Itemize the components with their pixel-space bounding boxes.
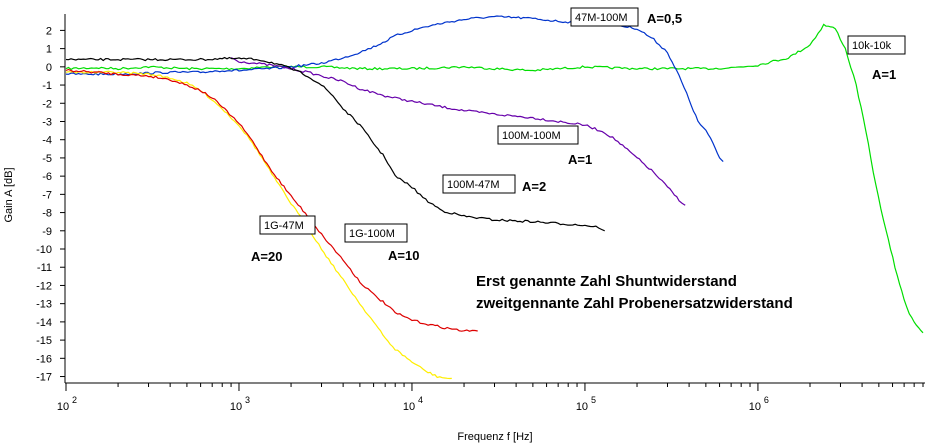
x-tick-exponent: 2 — [72, 395, 77, 405]
series-label-10k-10k: 10k-10k — [847, 35, 906, 55]
y-tick-label: -3 — [42, 116, 52, 128]
y-tick-label: -5 — [42, 153, 52, 165]
y-axis-title: Gain A [dB] — [3, 167, 15, 222]
x-tick-exponent: 3 — [245, 395, 250, 405]
y-tick-label: -14 — [36, 317, 52, 329]
x-tick-label: 10 — [403, 401, 415, 413]
y-tick-label: 0 — [46, 62, 52, 74]
y-tick-label: 1 — [46, 44, 52, 56]
x-tick-exponent: 4 — [418, 395, 423, 405]
gain-label-1g-47m: A=20 — [251, 249, 282, 264]
y-tick-label: 2 — [46, 25, 52, 37]
x-tick-label: 10 — [749, 401, 761, 413]
y-tick-label: -9 — [42, 226, 52, 238]
series-label-1g-47m: 1G-47M — [259, 215, 316, 235]
svg-text:47M-100M: 47M-100M — [575, 12, 628, 24]
y-tick-label: -7 — [42, 189, 52, 201]
series-line-100m-100m — [230, 57, 686, 206]
y-tick-label: -17 — [36, 372, 52, 384]
svg-text:1G-100M: 1G-100M — [349, 228, 395, 240]
x-axis-title: Frequenz f [Hz] — [457, 431, 532, 443]
gain-label-100m-47m: A=2 — [522, 179, 546, 194]
y-tick-label: -11 — [37, 262, 52, 274]
svg-text:1G-47M: 1G-47M — [264, 220, 304, 232]
x-tick-exponent: 5 — [591, 395, 596, 405]
series-label-100m-100m: 100M-100M — [497, 125, 579, 145]
series-label-1g-100m: 1G-100M — [344, 223, 408, 243]
y-tick-label: -16 — [36, 353, 52, 365]
annotation-shunt: Erst genannte Zahl Shuntwiderstand — [476, 273, 737, 290]
svg-text:10k-10k: 10k-10k — [852, 40, 892, 52]
gain-label-10k-10k: A=1 — [872, 67, 896, 82]
x-tick-exponent: 6 — [764, 395, 769, 405]
gain-label-47m-100m: A=0,5 — [647, 11, 682, 26]
x-tick-label: 10 — [230, 401, 242, 413]
gain-label-100m-100m: A=1 — [568, 152, 592, 167]
y-tick-label: -10 — [36, 244, 52, 256]
series-label-47m-100m: 47M-100M — [570, 7, 639, 27]
annotation-probe: zweitgennante Zahl Probenersatzwiderstan… — [476, 295, 793, 312]
series-line-100m-47m — [65, 56, 605, 232]
y-tick-label: -13 — [36, 299, 52, 311]
y-tick-label: -4 — [42, 135, 52, 147]
series-label-100m-47m: 100M-47M — [442, 174, 516, 194]
y-axis-ticks: 2 1 0 -1 -2 -3 -4 -5 -6 -7 -8 -9 -10 -11 -12 -13 -14 -15 -… — [36, 25, 65, 384]
x-tick-label: 10 — [57, 401, 69, 413]
y-tick-label: -2 — [42, 98, 52, 110]
y-tick-label: -15 — [36, 335, 52, 347]
y-tick-label: -12 — [36, 280, 52, 292]
y-tick-label: -1 — [42, 80, 52, 92]
y-tick-label: -8 — [42, 208, 52, 220]
svg-text:100M-47M: 100M-47M — [447, 179, 500, 191]
x-tick-label: 10 — [576, 401, 588, 413]
series-line-1g-100m — [65, 68, 478, 332]
series-line-10k-10k — [65, 23, 924, 334]
gain-label-1g-100m: A=10 — [388, 248, 419, 263]
y-tick-label: -6 — [42, 171, 52, 183]
svg-text:100M-100M: 100M-100M — [502, 130, 561, 142]
